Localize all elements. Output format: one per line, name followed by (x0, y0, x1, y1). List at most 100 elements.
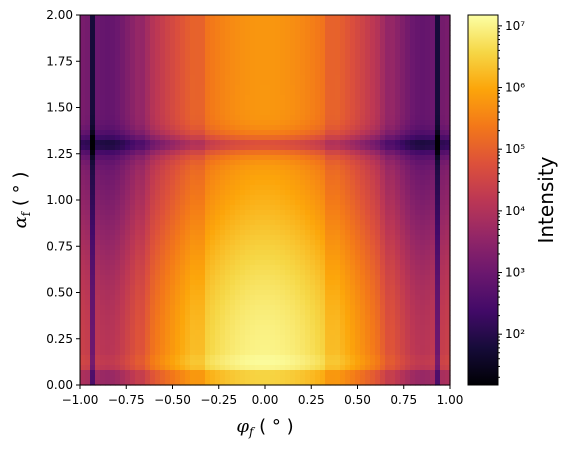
heatmap-cell (435, 250, 441, 256)
heatmap-cell (245, 30, 251, 36)
heatmap-cell (275, 235, 281, 241)
heatmap-cell (90, 60, 96, 66)
heatmap-cell (325, 210, 331, 216)
heatmap-cell (220, 60, 226, 66)
heatmap-cell (245, 185, 251, 191)
heatmap-cell (340, 160, 346, 166)
heatmap-cell (385, 80, 391, 86)
heatmap-cell (375, 15, 381, 21)
heatmap-cell (185, 100, 191, 106)
heatmap-cell (210, 60, 216, 66)
heatmap-cell (355, 25, 361, 31)
heatmap-cell (435, 65, 441, 71)
heatmap-cell (90, 330, 96, 336)
heatmap-cell (370, 240, 376, 246)
heatmap-cell (200, 125, 206, 131)
heatmap-cell (140, 75, 146, 81)
heatmap-cell (350, 195, 356, 201)
heatmap-cell (265, 220, 271, 226)
heatmap-cell (240, 200, 246, 206)
heatmap-cell (200, 90, 206, 96)
heatmap-cell (410, 295, 416, 301)
heatmap-cell (145, 115, 151, 121)
heatmap-cell (365, 265, 371, 271)
heatmap-cell (130, 335, 136, 341)
heatmap-cell (200, 50, 206, 56)
heatmap-cell (275, 255, 281, 261)
heatmap-cell (220, 280, 226, 286)
heatmap-cell (430, 100, 436, 106)
heatmap-cell (165, 260, 171, 266)
heatmap-cell (265, 95, 271, 101)
heatmap-cell (135, 165, 141, 171)
heatmap-cell (340, 85, 346, 91)
heatmap-cell (310, 65, 316, 71)
heatmap-cell (235, 65, 241, 71)
heatmap-cell (175, 260, 181, 266)
heatmap-cell (185, 70, 191, 76)
heatmap-cell (340, 320, 346, 326)
heatmap-cell (445, 30, 451, 36)
heatmap-cell (105, 165, 111, 171)
heatmap-cell (240, 55, 246, 61)
heatmap-cell (240, 40, 246, 46)
heatmap-cell (305, 220, 311, 226)
heatmap-cell (120, 290, 126, 296)
heatmap-cell (430, 90, 436, 96)
heatmap-cell (290, 170, 296, 176)
heatmap-cell (410, 305, 416, 311)
heatmap-cell (140, 85, 146, 91)
heatmap-cell (250, 250, 256, 256)
heatmap-cell (275, 40, 281, 46)
heatmap-cell (260, 120, 266, 126)
heatmap-cell (235, 135, 241, 141)
heatmap-cell (260, 340, 266, 346)
heatmap-cell (255, 195, 261, 201)
heatmap-cell (175, 60, 181, 66)
heatmap-cell (355, 195, 361, 201)
heatmap-cell (335, 150, 341, 156)
heatmap-cell (190, 300, 196, 306)
heatmap-cell (130, 100, 136, 106)
heatmap-cell (335, 195, 341, 201)
heatmap-cell (180, 235, 186, 241)
heatmap-cell (160, 155, 166, 161)
heatmap-cell (135, 335, 141, 341)
heatmap-cell (185, 115, 191, 121)
heatmap-cell (225, 55, 231, 61)
heatmap-cell (170, 160, 176, 166)
heatmap-cell (305, 110, 311, 116)
heatmap-cell (355, 140, 361, 146)
heatmap-cell (425, 335, 431, 341)
heatmap-cell (240, 305, 246, 311)
heatmap-cell (415, 305, 421, 311)
heatmap-cell (245, 100, 251, 106)
heatmap-cell (155, 150, 161, 156)
heatmap-cell (380, 335, 386, 341)
heatmap-cell (375, 280, 381, 286)
heatmap-cell (345, 100, 351, 106)
heatmap-cell (205, 120, 211, 126)
heatmap-cell (380, 320, 386, 326)
heatmap-cell (425, 275, 431, 281)
heatmap-cell (395, 110, 401, 116)
heatmap-cell (270, 225, 276, 231)
heatmap-cell (425, 255, 431, 261)
heatmap-cell (435, 15, 441, 21)
heatmap-cell (190, 110, 196, 116)
heatmap-cell (355, 290, 361, 296)
heatmap-cell (200, 255, 206, 261)
heatmap-cell (400, 280, 406, 286)
heatmap-cell (205, 195, 211, 201)
heatmap-cell (335, 25, 341, 31)
heatmap-cell (415, 115, 421, 121)
heatmap-cell (260, 175, 266, 181)
heatmap-cell (110, 100, 116, 106)
heatmap-cell (215, 335, 221, 341)
heatmap-cell (200, 310, 206, 316)
heatmap-cell (380, 95, 386, 101)
heatmap-cell (225, 90, 231, 96)
heatmap-cell (435, 330, 441, 336)
heatmap-cell (435, 150, 441, 156)
heatmap-cell (195, 220, 201, 226)
